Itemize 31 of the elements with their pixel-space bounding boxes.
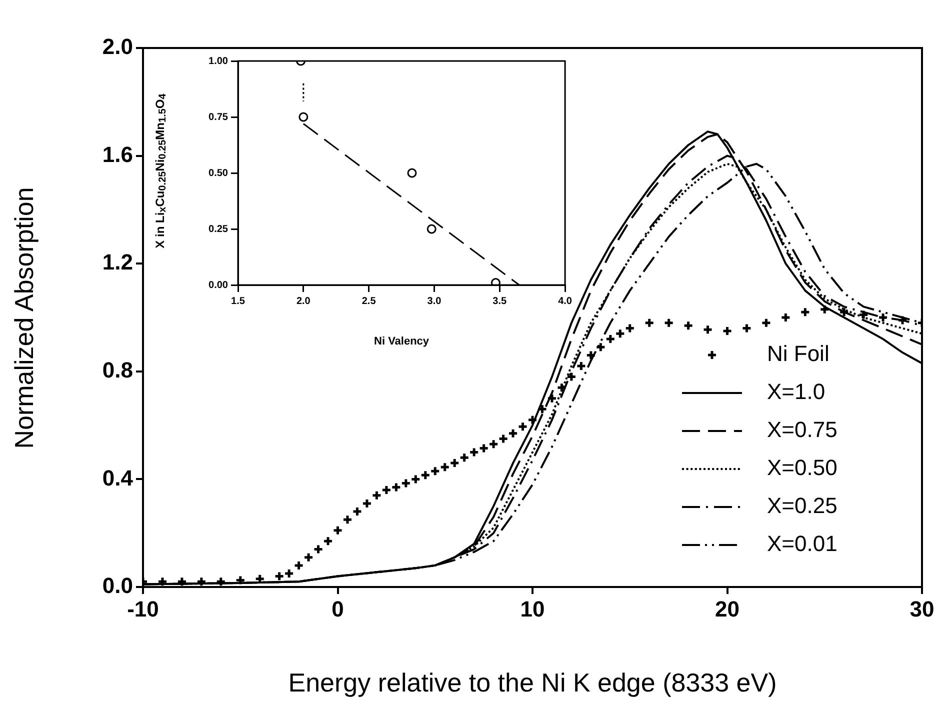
x-tick-label: -10 bbox=[127, 596, 159, 622]
legend-label: X=1.0 bbox=[767, 379, 826, 404]
legend-label: X=0.75 bbox=[767, 417, 838, 442]
legend-label: Ni Foil bbox=[767, 341, 830, 366]
x-tick-label: 1.5 bbox=[231, 296, 246, 307]
y-tick-label: 0.25 bbox=[208, 224, 228, 235]
y-tick-label: 1.00 bbox=[208, 56, 228, 67]
y-tick-label: 1.6 bbox=[102, 142, 133, 167]
y-tick-label: 2.0 bbox=[102, 34, 133, 60]
y-tick-label: 0.50 bbox=[208, 168, 228, 179]
y-tick-label: 0.00 bbox=[208, 280, 228, 291]
x-tick-label: 3.5 bbox=[492, 296, 508, 307]
x-tick-label: 2.0 bbox=[296, 296, 311, 307]
x-tick-label: 2.5 bbox=[362, 296, 376, 307]
y-tick-label: 0.8 bbox=[102, 357, 133, 382]
x-axis-title: Ni Valency bbox=[374, 335, 430, 348]
x-tick-label: 3.0 bbox=[427, 296, 442, 307]
x-axis-title: Energy relative to the Ni K edge (8333 eV) bbox=[288, 668, 777, 698]
y-tick-label: 0.75 bbox=[208, 112, 228, 123]
y-axis-title: Normalized Absorption bbox=[9, 186, 39, 448]
legend-label: X=0.50 bbox=[767, 455, 838, 480]
y-tick-label: 0.4 bbox=[102, 465, 134, 490]
x-tick-label: 20 bbox=[715, 596, 740, 622]
x-tick-label: 30 bbox=[910, 596, 934, 622]
y-tick-label: 0.0 bbox=[102, 573, 133, 598]
y-tick-label: 1.2 bbox=[102, 250, 133, 275]
x-tick-label: 0 bbox=[332, 596, 344, 622]
x-tick-label: 10 bbox=[520, 596, 545, 622]
legend-label: X=0.25 bbox=[767, 493, 838, 518]
x-tick-label: 4.0 bbox=[558, 296, 572, 307]
legend-label: X=0.01 bbox=[767, 531, 838, 556]
